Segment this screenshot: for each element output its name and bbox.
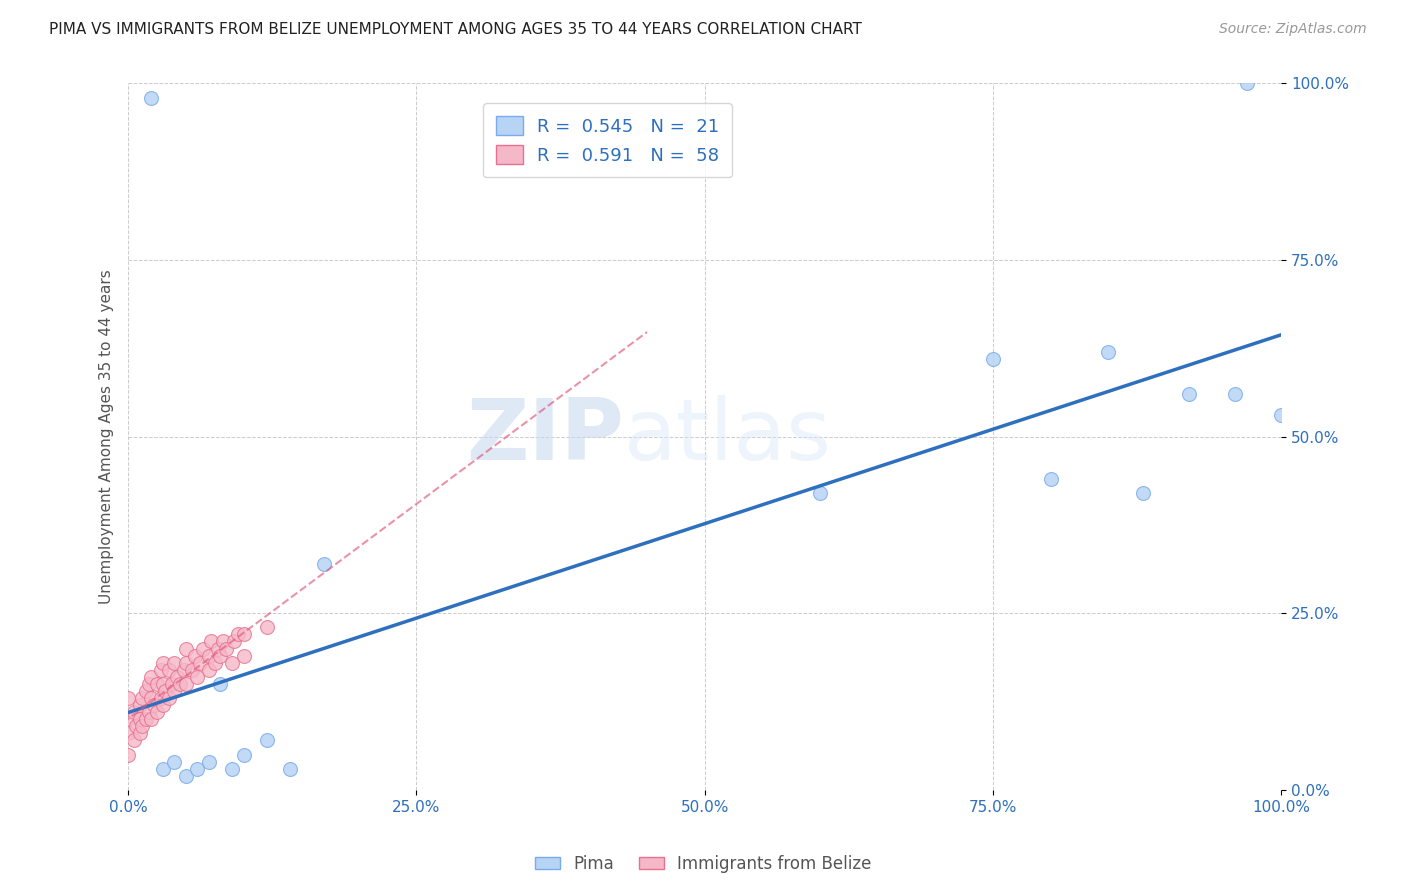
Point [135,684,157,698]
Point [138,705,160,719]
Point [193,641,215,656]
Point [186,762,208,776]
Point [1039,472,1062,486]
Point [117,726,139,740]
Point [209,677,232,691]
Point [224,634,246,648]
Point [1097,344,1119,359]
Point [200,634,222,648]
Point [211,634,233,648]
Point [152,656,174,670]
Point [163,755,186,769]
Point [122,705,145,719]
Point [232,648,254,663]
Point [146,677,169,691]
Point [198,663,221,677]
Point [1270,409,1292,423]
Point [122,733,145,747]
Point [141,90,163,104]
Point [215,641,238,656]
Point [226,627,249,641]
Point [149,691,172,706]
Point [981,351,1004,366]
Point [128,712,150,726]
Point [128,726,150,740]
Point [141,691,163,706]
Point [131,691,153,706]
Point [808,486,831,500]
Point [232,627,254,641]
Point [1132,486,1154,500]
Point [146,705,169,719]
Point [278,762,301,776]
Point [1223,387,1246,401]
Point [174,769,197,783]
Text: ZIP: ZIP [467,395,624,478]
Legend: R =  0.545   N =  21, R =  0.591   N =  58: R = 0.545 N = 21, R = 0.591 N = 58 [484,103,733,178]
Point [117,691,139,706]
Point [198,648,221,663]
Point [186,670,208,684]
Point [141,670,163,684]
Legend: Pima, Immigrants from Belize: Pima, Immigrants from Belize [527,848,879,880]
Point [135,712,157,726]
Point [169,677,191,691]
Point [141,712,163,726]
Point [157,663,180,677]
Point [221,762,243,776]
Point [180,663,202,677]
Point [152,762,174,776]
Y-axis label: Unemployment Among Ages 35 to 44 years: Unemployment Among Ages 35 to 44 years [100,269,114,604]
Point [1236,77,1258,91]
Point [117,712,139,726]
Text: atlas: atlas [624,395,832,478]
Point [163,656,186,670]
Point [153,684,176,698]
Point [184,648,207,663]
Point [256,620,278,634]
Point [152,677,174,691]
Point [174,677,197,691]
Point [157,691,180,706]
Point [117,747,139,762]
Point [160,677,183,691]
Point [207,641,229,656]
Point [174,641,197,656]
Point [152,698,174,712]
Point [166,670,188,684]
Point [128,698,150,712]
Point [188,656,211,670]
Point [256,733,278,747]
Point [142,698,165,712]
Point [131,719,153,733]
Text: Source: ZipAtlas.com: Source: ZipAtlas.com [1219,22,1367,37]
Point [173,663,195,677]
Point [221,656,243,670]
Point [174,656,197,670]
Point [209,648,232,663]
Point [125,719,148,733]
Point [314,557,336,571]
Point [138,677,160,691]
Point [1178,387,1201,401]
Point [163,684,186,698]
Point [232,747,254,762]
Text: PIMA VS IMMIGRANTS FROM BELIZE UNEMPLOYMENT AMONG AGES 35 TO 44 YEARS CORRELATIO: PIMA VS IMMIGRANTS FROM BELIZE UNEMPLOYM… [49,22,862,37]
Point [204,656,226,670]
Point [149,663,172,677]
Point [198,755,221,769]
